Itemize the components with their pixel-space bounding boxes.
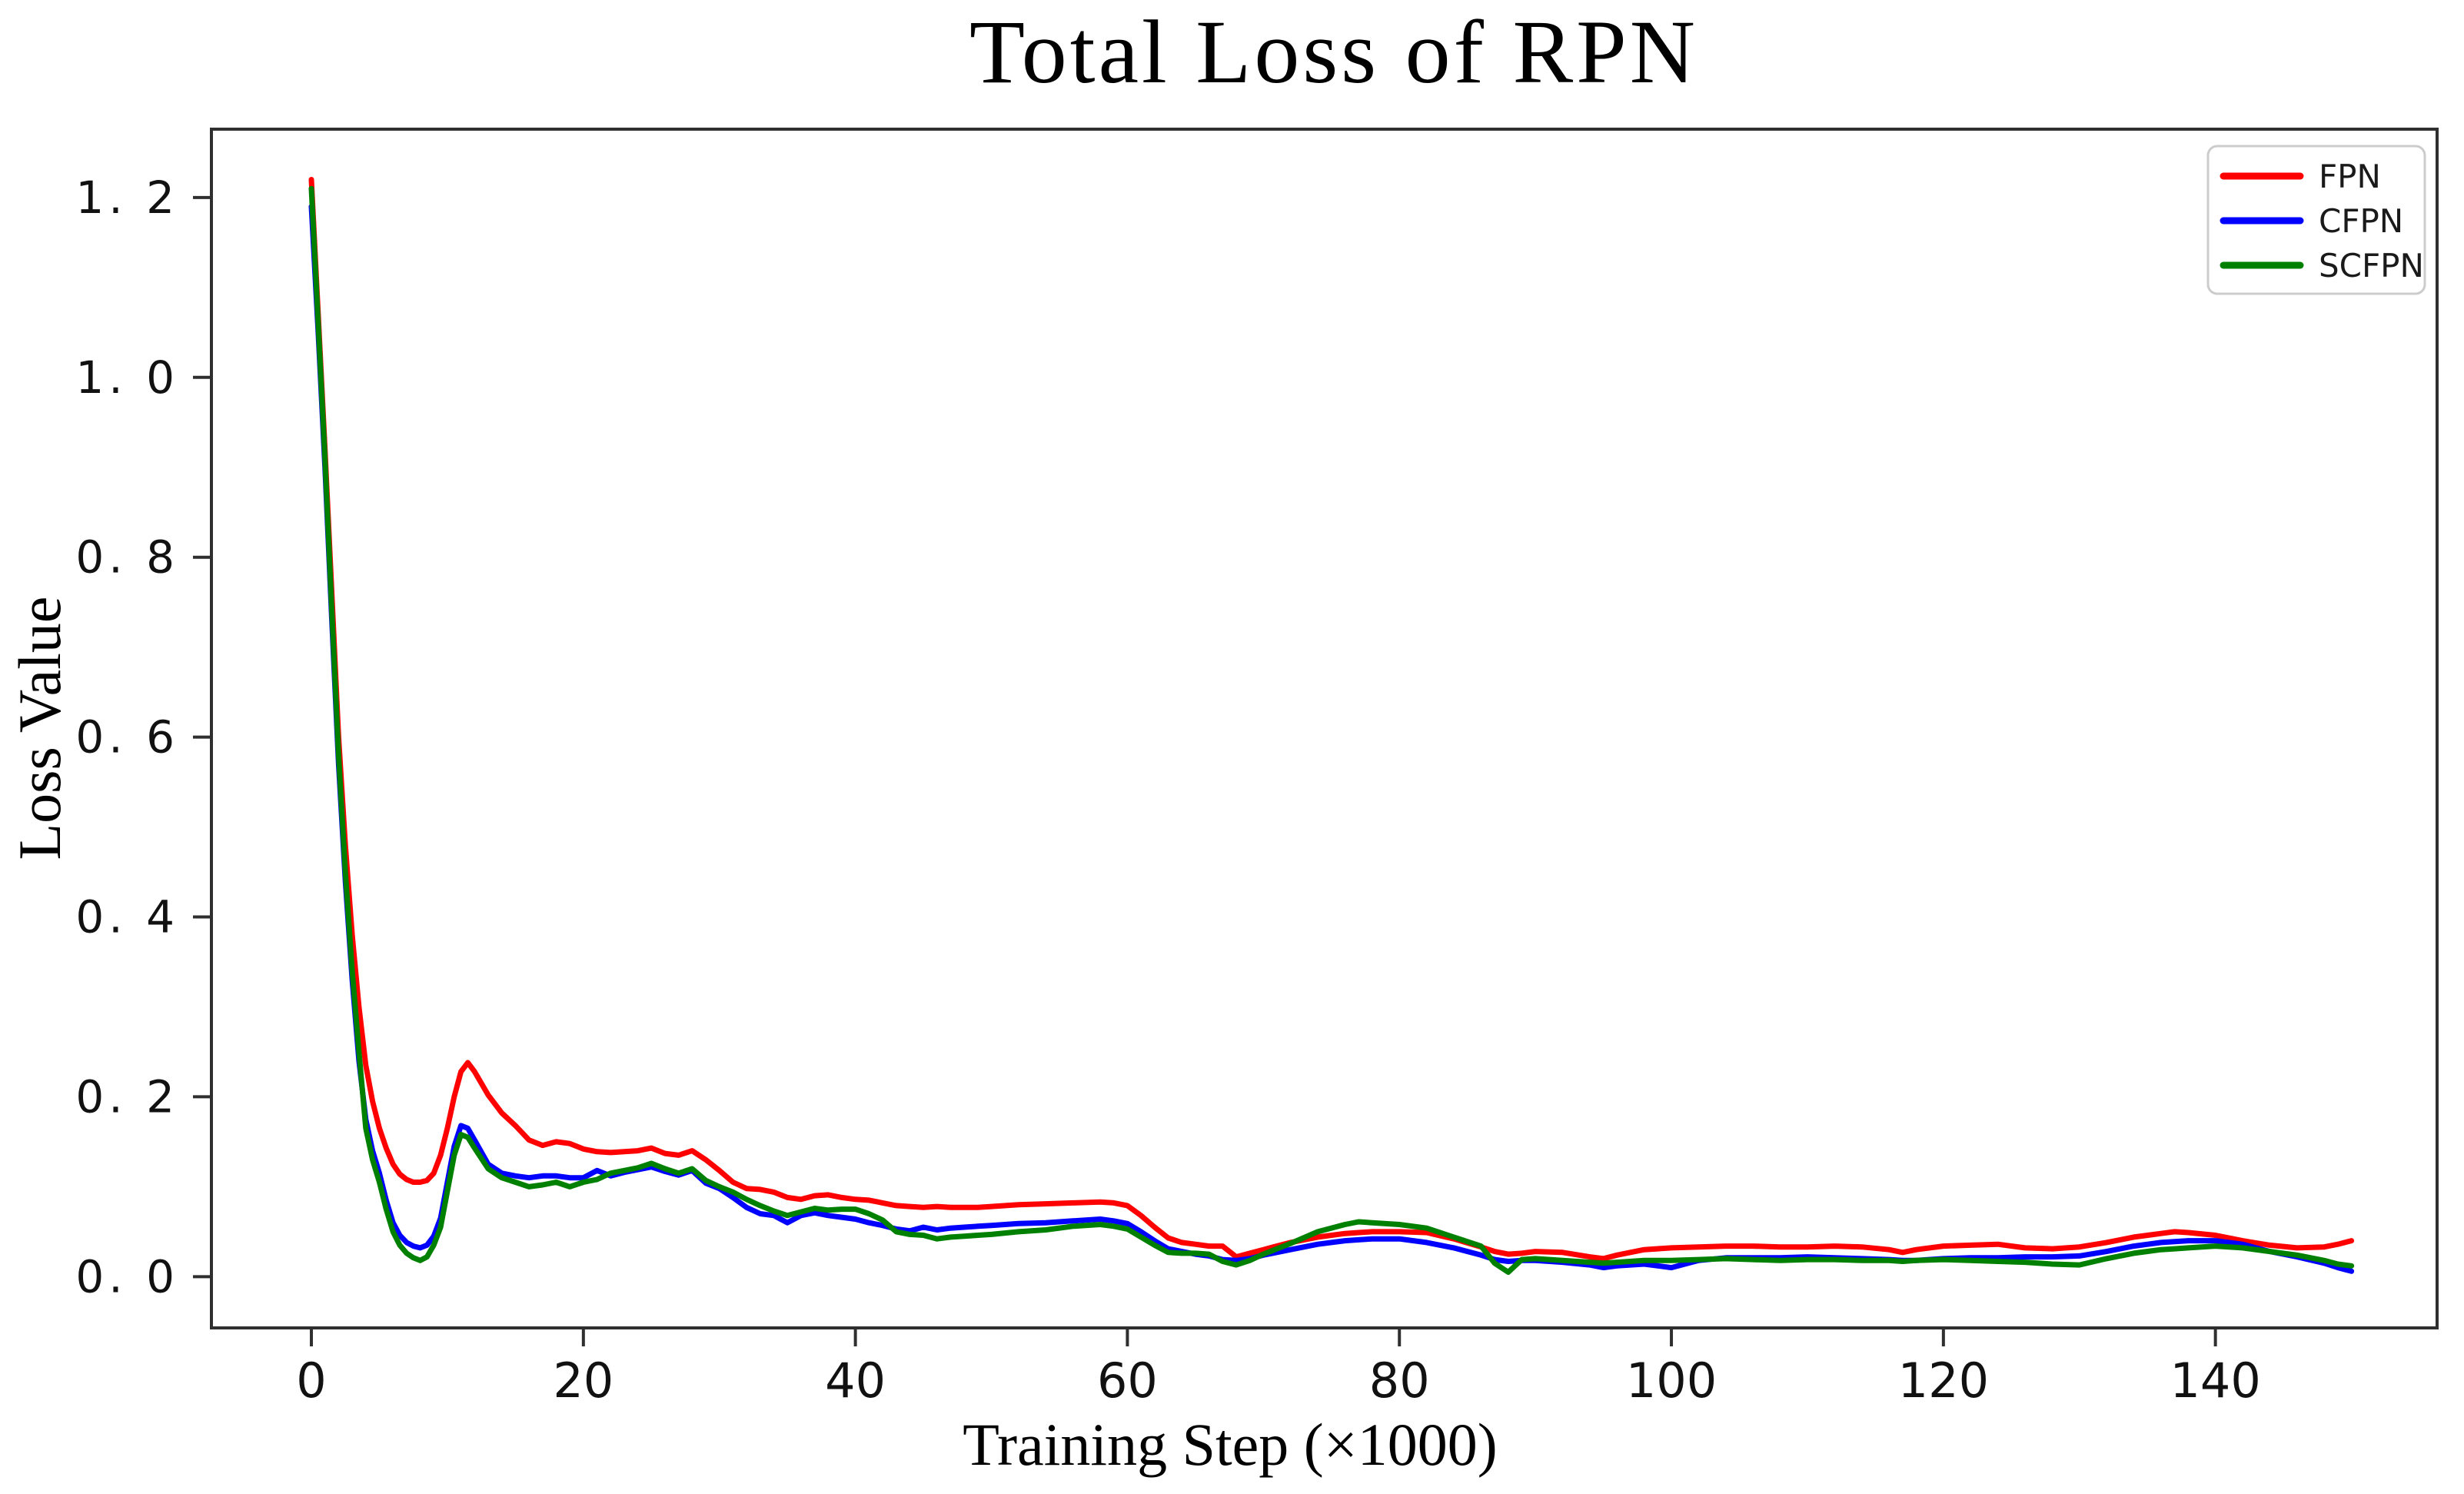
y-tick-label: 0. 6 [75, 711, 179, 764]
x-tick-label: 40 [825, 1353, 886, 1409]
legend-item-fpn[interactable]: FPN [2220, 158, 2381, 195]
scfpn-legend-label: SCFPN [2319, 247, 2424, 284]
y-axis-label: Loss Value [6, 596, 73, 860]
y-tick-label: 0. 2 [75, 1070, 179, 1123]
fpn-loss-curve [308, 177, 2355, 1262]
series-lines [308, 177, 2355, 1275]
legend-item-cfpn[interactable]: CFPN [2220, 202, 2403, 240]
x-axis-label: Training Step (×1000) [963, 1411, 1497, 1478]
y-tick-label: 1. 2 [75, 171, 179, 224]
x-tick-label: 100 [1626, 1353, 1717, 1409]
fpn-legend-label: FPN [2319, 158, 2381, 195]
x-tick-label: 140 [2170, 1353, 2260, 1409]
plot-frame [210, 128, 2439, 1329]
y-axis-ticks: 0. 0 0. 2 0. 4 0. 6 0. 8 1. 0 1. 2 [75, 171, 211, 1303]
x-tick-label: 80 [1369, 1353, 1430, 1409]
cfpn-legend-label: CFPN [2319, 202, 2403, 240]
x-tick-label: 0 [296, 1353, 326, 1409]
chart-title: Total Loss of RPN [969, 2, 1698, 102]
cfpn-loss-curve [308, 204, 2355, 1274]
legend-box [2206, 145, 2426, 295]
x-axis-ticks: 0 20 40 60 80 100 120 140 [296, 1328, 2261, 1409]
y-tick-label: 1. 0 [75, 351, 179, 404]
legend: FPN CFPN SCFPN [2206, 145, 2426, 295]
y-tick-label: 0. 0 [75, 1250, 179, 1303]
x-tick-label: 120 [1898, 1353, 1989, 1409]
x-tick-label: 60 [1097, 1353, 1158, 1409]
x-tick-label: 20 [553, 1353, 614, 1409]
scfpn-loss-curve [308, 185, 2355, 1275]
y-tick-label: 0. 8 [75, 531, 179, 584]
y-tick-label: 0. 4 [75, 891, 179, 943]
legend-item-scfpn[interactable]: SCFPN [2220, 247, 2424, 284]
